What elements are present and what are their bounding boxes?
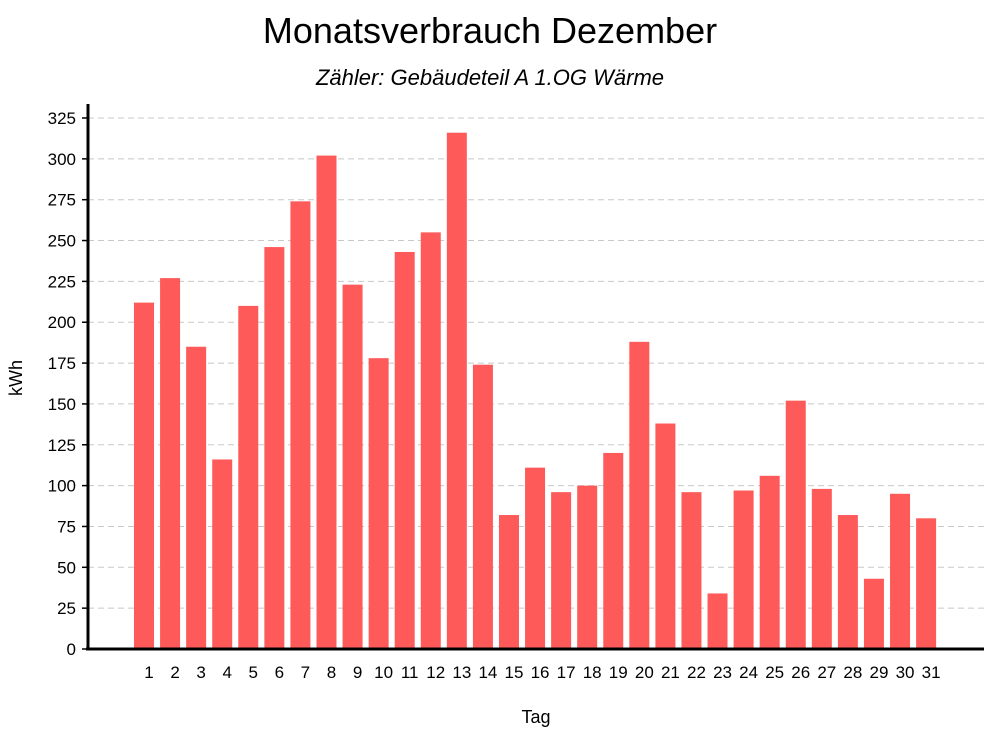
x-tick-label: 21 bbox=[661, 663, 680, 682]
x-axis-label: Tag bbox=[521, 707, 550, 727]
x-tick-label: 18 bbox=[583, 663, 602, 682]
y-tick-label: 200 bbox=[48, 313, 76, 332]
x-tick-label: 2 bbox=[170, 663, 179, 682]
x-tick-label: 4 bbox=[222, 663, 231, 682]
bar bbox=[863, 578, 884, 649]
bar bbox=[342, 284, 363, 649]
x-tick-label: 17 bbox=[557, 663, 576, 682]
x-tick-label: 31 bbox=[922, 663, 941, 682]
y-tick-label: 175 bbox=[48, 354, 76, 373]
bar bbox=[551, 492, 572, 649]
x-tick-label: 24 bbox=[739, 663, 758, 682]
bar bbox=[316, 155, 337, 649]
bars bbox=[134, 132, 937, 650]
bar bbox=[160, 278, 181, 649]
y-axis-label: kWh bbox=[6, 360, 26, 396]
y-tick-label: 0 bbox=[67, 640, 76, 659]
bar bbox=[446, 132, 467, 650]
x-tick-label: 12 bbox=[426, 663, 445, 682]
y-tick-label: 325 bbox=[48, 109, 76, 128]
bar bbox=[890, 493, 911, 649]
y-tick-label: 225 bbox=[48, 272, 76, 291]
bar bbox=[577, 485, 598, 649]
chart-subtitle: Zähler: Gebäudeteil A 1.OG Wärme bbox=[315, 65, 664, 90]
bar bbox=[134, 302, 154, 649]
bar bbox=[525, 467, 546, 649]
bar bbox=[759, 475, 780, 649]
x-tick-label: 16 bbox=[531, 663, 550, 682]
bar bbox=[629, 341, 650, 649]
bar bbox=[472, 364, 493, 649]
bar bbox=[681, 492, 702, 649]
bar bbox=[264, 247, 285, 649]
x-tick-label: 15 bbox=[505, 663, 524, 682]
chart-title: Monatsverbrauch Dezember bbox=[263, 10, 717, 51]
bar bbox=[394, 251, 415, 649]
x-tick-label: 20 bbox=[635, 663, 654, 682]
x-tick-label: 8 bbox=[327, 663, 336, 682]
x-tick-label: 6 bbox=[275, 663, 284, 682]
bar bbox=[707, 593, 728, 649]
x-tick-label: 14 bbox=[478, 663, 497, 682]
y-tick-label: 50 bbox=[57, 558, 76, 577]
y-tick-label: 75 bbox=[57, 517, 76, 536]
bar bbox=[837, 515, 858, 649]
y-tick-labels: 0 25 50 75 100 125 150 175 200 225 250 275 300 325 bbox=[48, 109, 88, 659]
x-tick-label: 13 bbox=[452, 663, 471, 682]
bar bbox=[290, 201, 311, 649]
x-tick-label: 1 bbox=[144, 663, 153, 682]
x-tick-label: 19 bbox=[609, 663, 628, 682]
bar bbox=[655, 423, 676, 649]
axes bbox=[86, 104, 984, 651]
bar bbox=[212, 459, 233, 649]
y-tick-label: 100 bbox=[48, 477, 76, 496]
x-tick-label: 28 bbox=[843, 663, 862, 682]
x-tick-label: 3 bbox=[196, 663, 205, 682]
bar bbox=[238, 305, 259, 649]
x-tick-label: 11 bbox=[401, 663, 419, 682]
bar bbox=[811, 488, 832, 649]
x-tick-label: 26 bbox=[791, 663, 810, 682]
bar bbox=[498, 515, 519, 649]
x-tick-label: 22 bbox=[687, 663, 706, 682]
bar bbox=[733, 490, 754, 649]
bar bbox=[916, 518, 937, 649]
x-tick-label: 5 bbox=[249, 663, 258, 682]
x-tick-label: 9 bbox=[353, 663, 362, 682]
x-tick-label: 30 bbox=[896, 663, 915, 682]
y-tick-label: 25 bbox=[57, 599, 76, 618]
y-tick-label: 300 bbox=[48, 150, 76, 169]
x-tick-label: 27 bbox=[817, 663, 836, 682]
x-tick-label: 23 bbox=[713, 663, 732, 682]
bar bbox=[186, 346, 207, 649]
x-tick-label: 10 bbox=[374, 663, 393, 682]
y-tick-label: 125 bbox=[48, 436, 76, 455]
bar bbox=[368, 358, 389, 649]
x-tick-label: 25 bbox=[765, 663, 784, 682]
y-tick-label: 250 bbox=[48, 232, 76, 251]
bar bbox=[603, 452, 624, 649]
x-tick-label: 7 bbox=[301, 663, 310, 682]
bar bbox=[785, 400, 806, 649]
x-tick-labels: 1 2 3 4 5 6 7 8 9 10 11 12 13 14 15 16 17 18 19 20 21 22 23 24 2… bbox=[144, 663, 940, 682]
y-tick-label: 150 bbox=[48, 395, 76, 414]
bar bbox=[420, 232, 441, 649]
x-tick-label: 29 bbox=[869, 663, 888, 682]
y-tick-label: 275 bbox=[48, 191, 76, 210]
